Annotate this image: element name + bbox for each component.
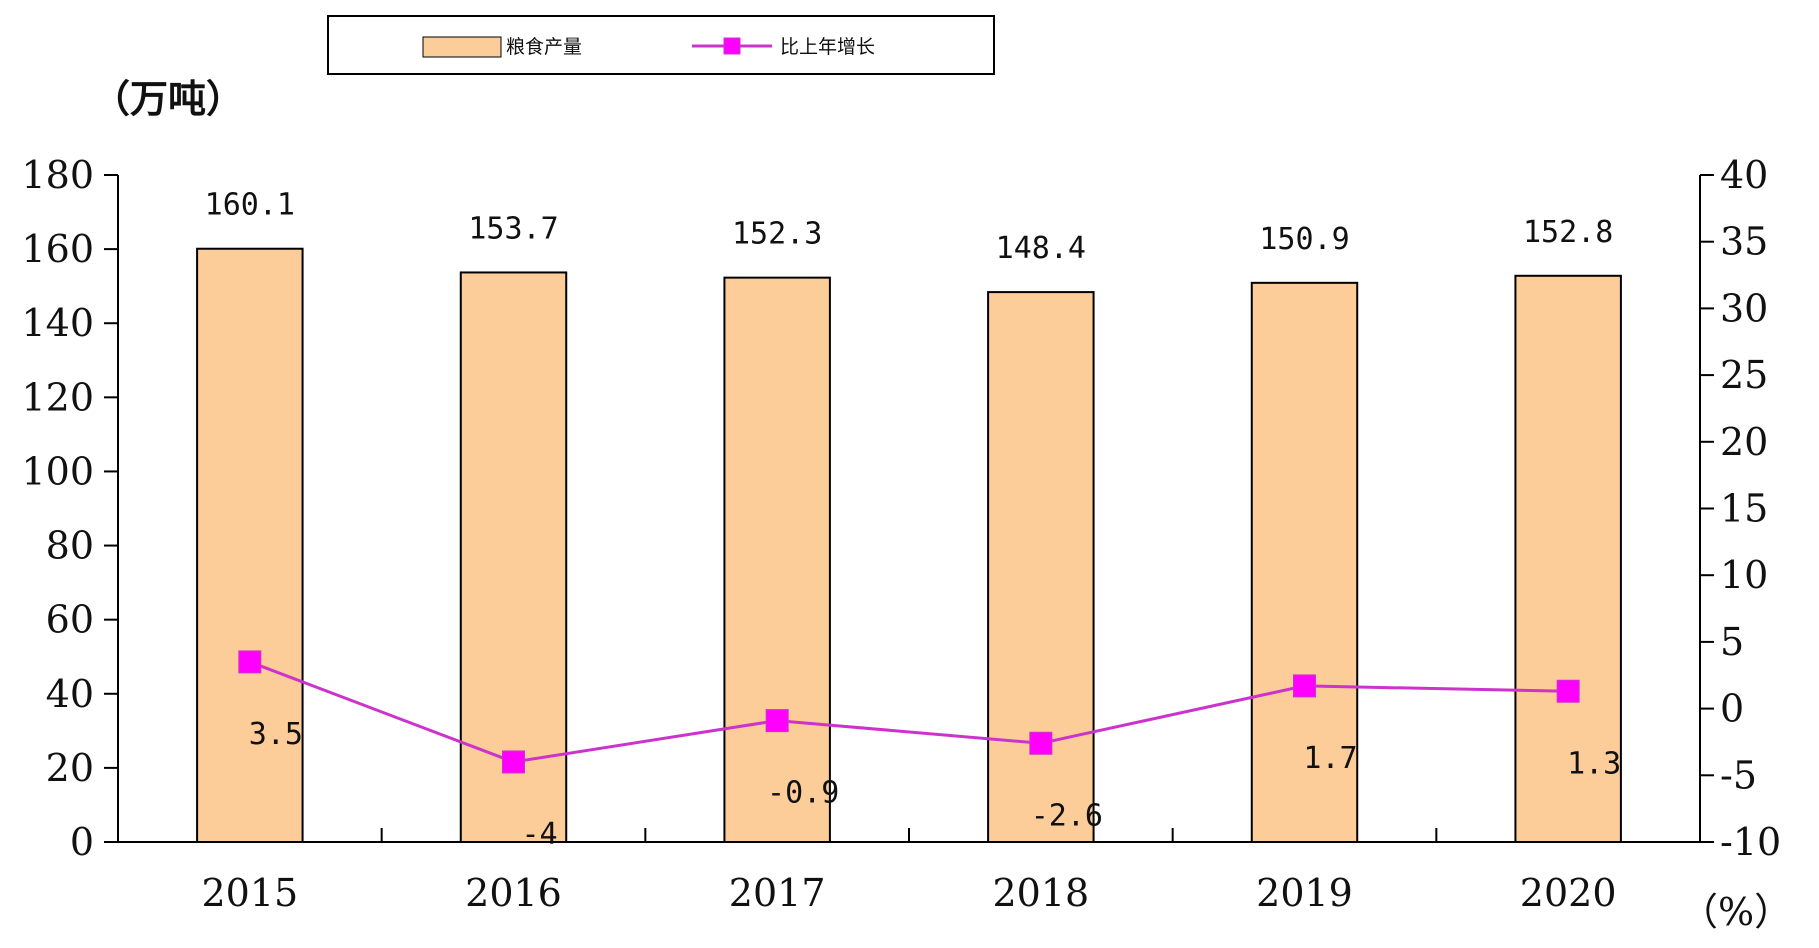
x-tick-label: 2020	[1520, 871, 1617, 915]
right-tick-label: 0	[1720, 687, 1744, 731]
bar-data-label: 150.9	[1259, 222, 1349, 257]
right-tick-label: 30	[1720, 286, 1768, 330]
bar	[1250, 281, 1359, 843]
left-axis-unit: （万吨）	[92, 77, 244, 121]
bar	[987, 291, 1095, 843]
bar	[196, 247, 304, 844]
left-tick-label: 60	[46, 598, 94, 642]
line-data-label: -0.9	[767, 776, 839, 811]
left-axis-ticks: 0 20 40 60 80 100 120 140 160 180	[21, 153, 118, 864]
left-tick-label: 140	[21, 301, 94, 345]
right-axis-ticks: -10 -5 0 5 10 15 20 25 30 35 40	[1700, 153, 1781, 864]
legend-label-line: 比上年增长	[780, 36, 875, 58]
bar	[1514, 274, 1622, 843]
left-tick-label: 20	[46, 746, 94, 790]
right-tick-label: -5	[1720, 753, 1757, 797]
line-marker	[1556, 679, 1580, 703]
bar-data-label: 160.1	[205, 188, 295, 223]
left-tick-label: 120	[21, 375, 94, 419]
line-data-label: 3.5	[249, 717, 303, 752]
left-tick-label: 0	[70, 820, 94, 864]
right-tick-label: 15	[1720, 487, 1768, 531]
right-tick-label: 35	[1720, 220, 1768, 264]
bar-data-label: 152.8	[1523, 215, 1613, 250]
growth-line	[249, 660, 1569, 764]
left-tick-label: 160	[21, 227, 94, 271]
x-tick-label: 2018	[992, 871, 1089, 915]
line-data-label: -2.6	[1031, 798, 1103, 833]
x-axis-ticks: 2015 2016 2017 2018 2019 2020	[117, 828, 1701, 915]
left-tick-label: 100	[21, 449, 94, 493]
right-tick-label: 20	[1720, 420, 1768, 464]
right-tick-label: 5	[1720, 620, 1744, 664]
legend: 粮食产量 比上年增长	[327, 15, 995, 75]
line-marker	[765, 709, 789, 733]
line-data-label: 1.7	[1303, 741, 1357, 776]
right-tick-label: 10	[1720, 553, 1768, 597]
line-marker	[1029, 731, 1053, 755]
bar-data-labels: 160.1 153.7 152.3 148.4 150.9 152.8	[205, 188, 1614, 266]
right-tick-label: -10	[1720, 820, 1781, 864]
left-tick-label: 80	[46, 524, 94, 568]
line-marker	[238, 650, 262, 674]
line-marker	[1293, 674, 1316, 698]
left-tick-label: 180	[21, 153, 94, 197]
growth-line-series	[238, 650, 1580, 774]
line-data-label: -4	[521, 817, 557, 852]
legend-label-bar: 粮食产量	[506, 36, 582, 58]
x-tick-label: 2015	[201, 871, 298, 915]
bar-data-label: 152.3	[732, 217, 822, 252]
bar-data-label: 148.4	[996, 231, 1086, 266]
bar-series	[196, 247, 1622, 844]
line-data-label: 1.3	[1567, 746, 1621, 781]
right-tick-label: 25	[1720, 353, 1768, 397]
left-tick-label: 40	[46, 672, 94, 716]
right-tick-label: 40	[1720, 153, 1768, 197]
bar-data-label: 153.7	[468, 211, 558, 246]
line-data-labels: 3.5 -4 -0.9 -2.6 1.7 1.3	[249, 717, 1622, 852]
x-tick-label: 2017	[729, 871, 826, 915]
x-tick-label: 2016	[465, 871, 562, 915]
right-axis-unit: （%）	[1680, 890, 1792, 934]
bar	[723, 276, 831, 844]
x-tick-label: 2019	[1256, 871, 1353, 915]
legend-marker	[723, 37, 741, 55]
legend-swatch-bar	[422, 36, 502, 58]
line-marker	[502, 750, 525, 774]
